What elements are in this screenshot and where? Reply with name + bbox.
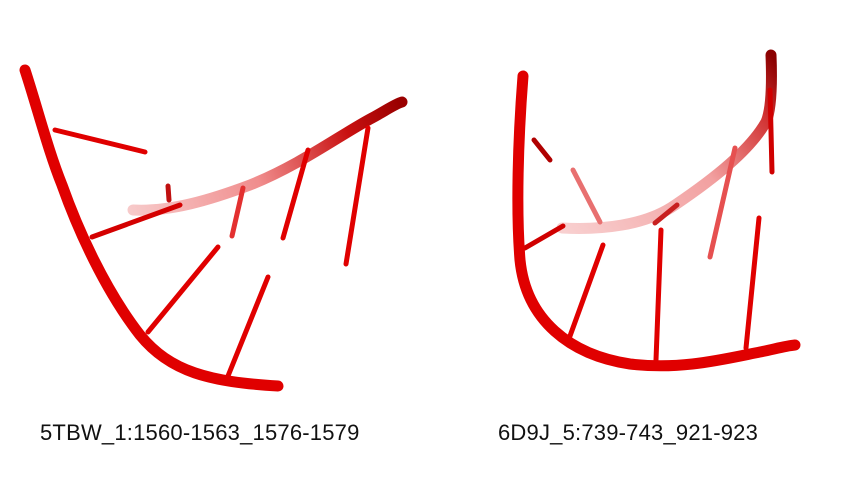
structure-caption-1: 5TBW_1:1560-1563_1576-1579 xyxy=(40,420,360,445)
base-rung xyxy=(653,227,664,363)
base-rung xyxy=(767,87,775,175)
base-rung xyxy=(707,145,738,260)
base-rung xyxy=(225,274,271,379)
base-rung xyxy=(570,167,603,225)
rna-structure-2 xyxy=(512,49,801,372)
base-rung xyxy=(52,127,148,155)
structure-panel-1: 5TBW_1:1560-1563_1576-1579 xyxy=(19,64,408,445)
base-rung xyxy=(531,137,553,163)
base-rung xyxy=(145,244,221,335)
rna-structure-1 xyxy=(19,64,408,392)
base-rung xyxy=(280,147,311,241)
base-rung xyxy=(743,215,762,351)
base-rung xyxy=(343,125,371,267)
base-rung xyxy=(522,223,566,251)
base-rung xyxy=(652,202,680,226)
backbone-strand-front xyxy=(512,70,801,372)
base-rung xyxy=(229,185,246,239)
backbone-strand-front xyxy=(19,64,284,392)
structure-panel-2: 6D9J_5:739-743_921-923 xyxy=(430,0,860,480)
structure-caption-2: 6D9J_5:739-743_921-923 xyxy=(498,420,759,445)
backbone-strand-back xyxy=(127,96,408,216)
base-rung xyxy=(165,183,172,203)
backbone-strand-back xyxy=(556,49,777,234)
base-rung xyxy=(567,242,606,339)
base-rung xyxy=(89,202,183,240)
